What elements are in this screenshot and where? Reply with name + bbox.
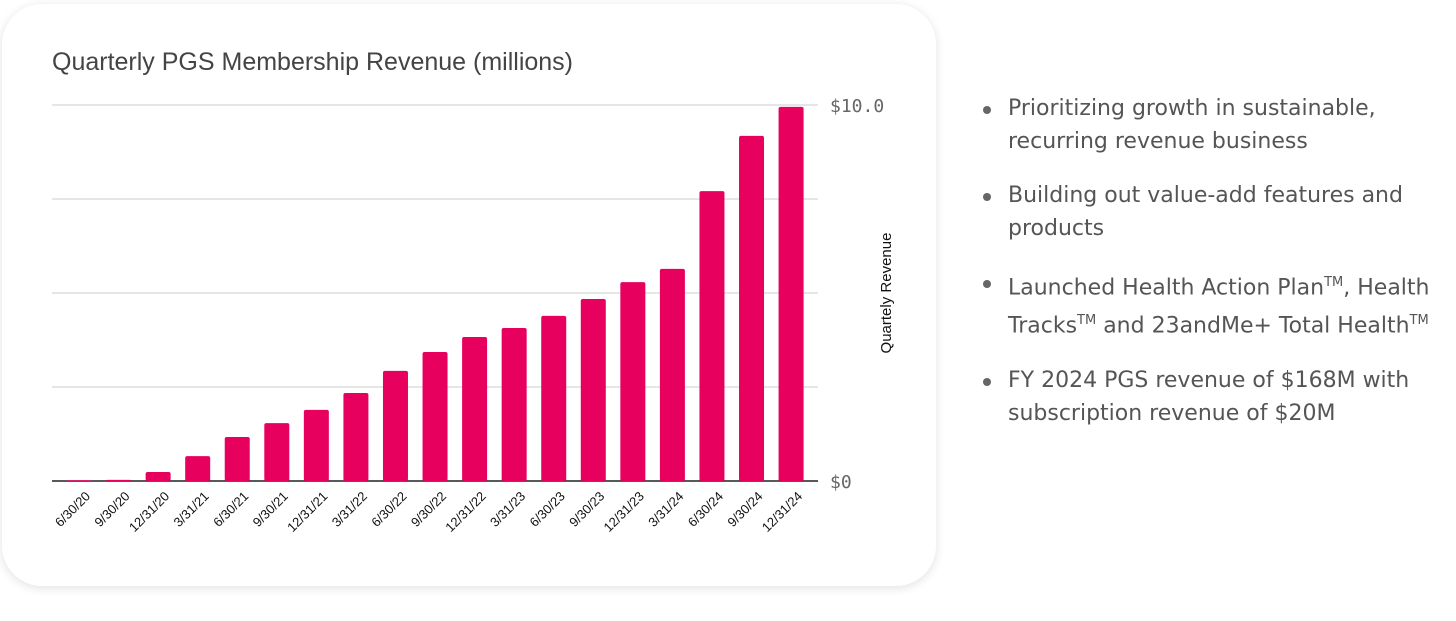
bar (106, 479, 132, 481)
x-tick-label: 3/31/21 (171, 489, 212, 530)
bar (541, 315, 567, 481)
x-tick-label: 3/31/23 (487, 489, 528, 530)
bar-chart: $0$10.06/30/209/30/2012/31/203/31/216/30… (52, 96, 895, 535)
x-tick-label: 6/30/24 (685, 489, 726, 530)
chart-title: Quarterly PGS Membership Revenue (millio… (52, 48, 574, 76)
bullet-item: Launched Health Action PlanTM, Health Tr… (980, 266, 1440, 343)
bullet-item: FY 2024 PGS revenue of $168M with subscr… (980, 364, 1440, 430)
x-tick-label: 6/30/20 (52, 489, 93, 530)
x-tick-label: 3/31/24 (645, 489, 686, 530)
bar (699, 191, 725, 481)
y-tick-label: $0 (830, 472, 852, 493)
x-tick-label: 12/31/23 (601, 489, 647, 535)
x-tick-label: 3/31/22 (329, 489, 370, 530)
x-tick-label: 6/30/23 (527, 489, 568, 530)
bar (659, 268, 685, 481)
bullet-item: Building out value-add features and prod… (980, 179, 1440, 245)
bullet-list: Prioritizing growth in sustainable, recu… (980, 92, 1440, 451)
bar (382, 370, 408, 481)
bar (185, 456, 211, 481)
y-axis-label: Quartely Revenue (878, 233, 895, 354)
bar (501, 327, 527, 481)
x-tick-label: 12/31/20 (126, 489, 172, 535)
x-tick-label: 12/31/22 (442, 489, 488, 535)
y-tick-label: $10.0 (830, 96, 884, 117)
bar (224, 437, 250, 481)
bar (620, 282, 646, 481)
bar (303, 409, 329, 481)
x-tick-label: 6/30/22 (368, 489, 409, 530)
bullet-item: Prioritizing growth in sustainable, recu… (980, 92, 1440, 158)
bar (145, 471, 171, 481)
bar (580, 299, 606, 481)
bar (462, 336, 488, 481)
bar (66, 480, 92, 481)
x-tick-label: 12/31/21 (284, 489, 330, 535)
bar (343, 393, 369, 481)
bar (422, 352, 448, 481)
bar (739, 135, 765, 481)
x-tick-label: 6/30/21 (210, 489, 251, 530)
bar (778, 106, 804, 481)
x-tick-label: 12/31/24 (759, 489, 805, 535)
bar (264, 423, 290, 481)
